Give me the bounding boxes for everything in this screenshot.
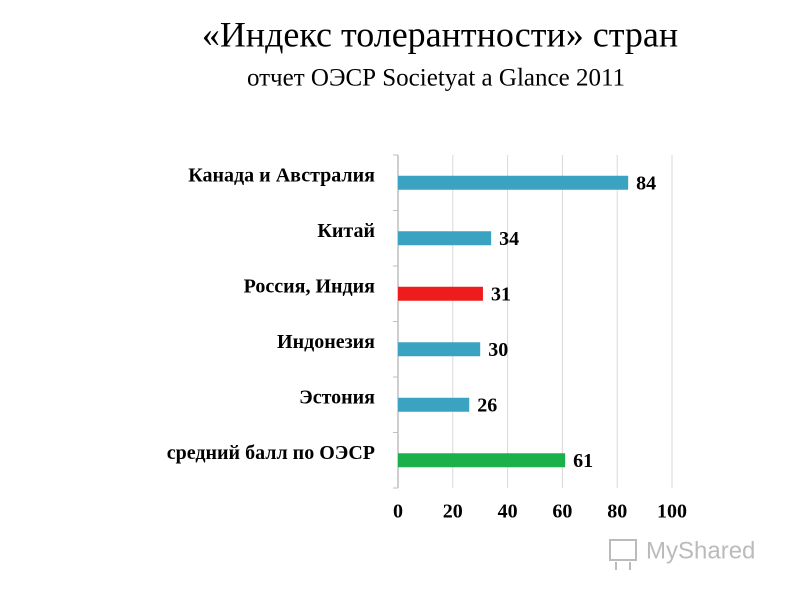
x-tick-label: 60 bbox=[552, 501, 572, 523]
bar bbox=[398, 231, 492, 246]
value-label: 26 bbox=[477, 394, 497, 416]
value-label: 34 bbox=[499, 228, 519, 250]
chart-title: «Индекс толерантности» стран bbox=[202, 14, 678, 54]
watermark: MyShared bbox=[646, 537, 755, 564]
value-label: 84 bbox=[636, 172, 656, 194]
value-label: 31 bbox=[491, 283, 511, 305]
value-label: 30 bbox=[488, 339, 508, 361]
x-tick-label: 100 bbox=[657, 501, 687, 523]
bar bbox=[398, 286, 483, 301]
bar bbox=[398, 453, 566, 468]
y-tick-label: Китай bbox=[317, 220, 375, 242]
value-label: 61 bbox=[573, 450, 593, 472]
x-tick-label: 80 bbox=[607, 501, 627, 523]
bar bbox=[398, 342, 481, 357]
bar bbox=[398, 397, 470, 412]
y-tick-label: Эстония bbox=[299, 386, 375, 408]
chart-subtitle: отчет ОЭСР Societyat a Glance 2011 bbox=[247, 65, 625, 92]
x-tick-label: 20 bbox=[443, 501, 463, 523]
y-tick-label: Россия, Индия bbox=[244, 275, 376, 297]
x-tick-label: 40 bbox=[498, 501, 518, 523]
y-tick-label: Канада и Австралия bbox=[188, 164, 375, 186]
y-tick-label: Индонезия bbox=[277, 331, 375, 353]
watermark-icon bbox=[609, 539, 637, 570]
bar bbox=[398, 175, 629, 190]
y-tick-label: средний балл по ОЭСР bbox=[167, 442, 375, 464]
x-tick-label: 0 bbox=[393, 501, 403, 523]
